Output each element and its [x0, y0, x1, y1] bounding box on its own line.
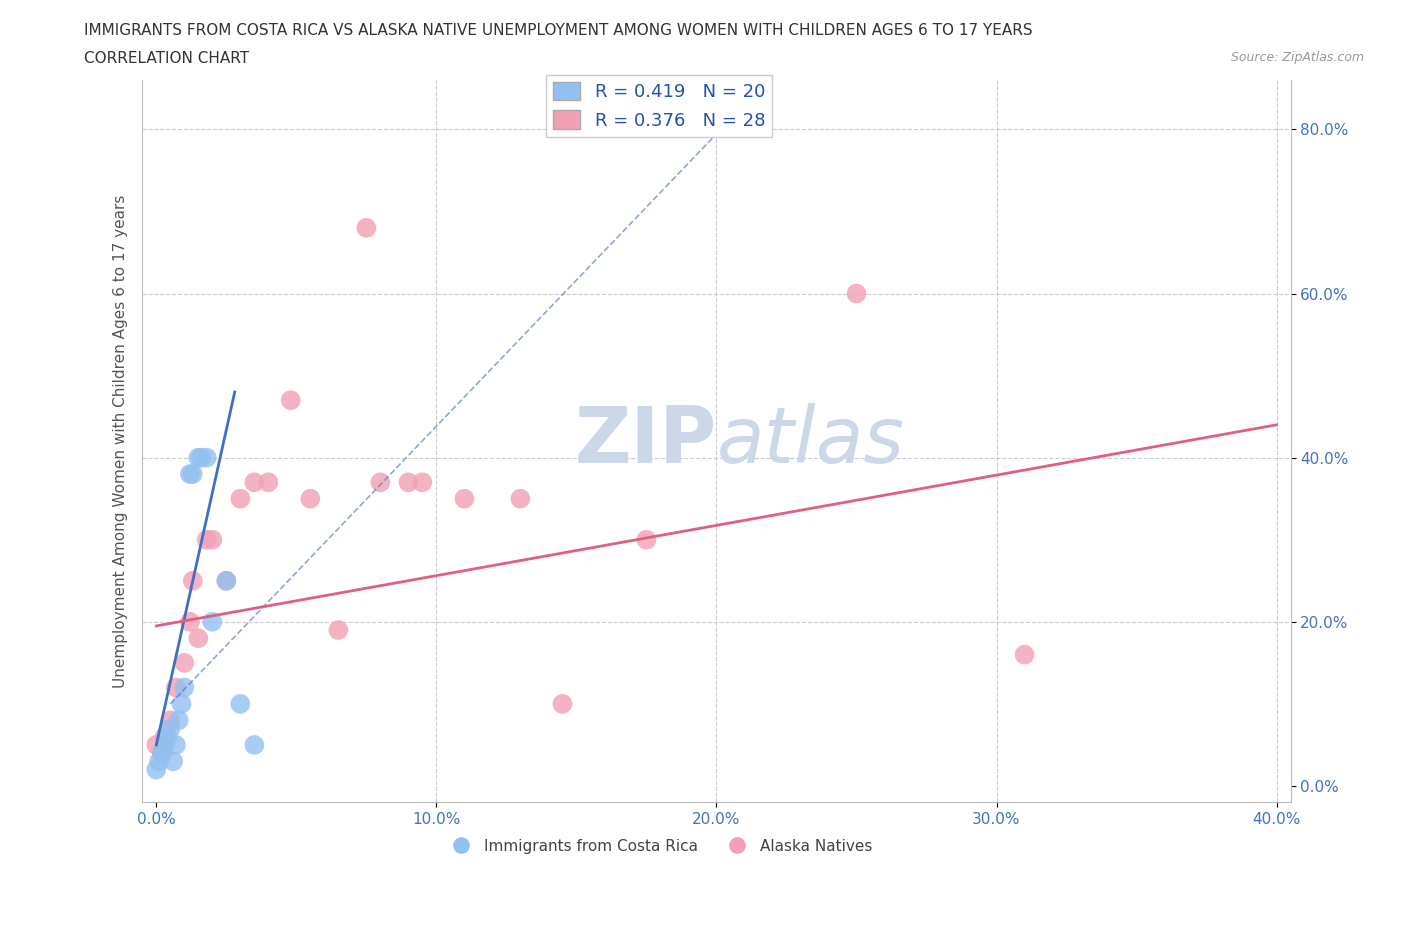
Text: IMMIGRANTS FROM COSTA RICA VS ALASKA NATIVE UNEMPLOYMENT AMONG WOMEN WITH CHILDR: IMMIGRANTS FROM COSTA RICA VS ALASKA NAT…: [84, 23, 1033, 38]
Point: [370, 475, 392, 490]
Point: [153, 737, 176, 752]
Text: Source: ZipAtlas.com: Source: ZipAtlas.com: [1230, 51, 1364, 64]
Point: [145, 737, 167, 752]
Point: [156, 729, 179, 744]
Point: [165, 680, 187, 695]
Point: [170, 697, 193, 711]
Point: [356, 220, 378, 235]
Text: atlas: atlas: [717, 404, 904, 479]
Legend: Immigrants from Costa Rica, Alaska Natives: Immigrants from Costa Rica, Alaska Nativ…: [440, 832, 877, 859]
Point: [201, 532, 224, 547]
Point: [150, 746, 173, 761]
Point: [280, 392, 302, 407]
Text: CORRELATION CHART: CORRELATION CHART: [84, 51, 249, 66]
Point: [145, 762, 167, 777]
Point: [229, 697, 252, 711]
Point: [1014, 647, 1036, 662]
Point: [453, 491, 475, 506]
Point: [190, 450, 212, 465]
Point: [187, 450, 209, 465]
Point: [179, 615, 201, 630]
Point: [179, 467, 201, 482]
Point: [215, 573, 238, 588]
Point: [153, 729, 176, 744]
Point: [187, 631, 209, 645]
Point: [195, 450, 218, 465]
Point: [396, 475, 419, 490]
Point: [328, 622, 350, 637]
Text: ZIP: ZIP: [574, 404, 717, 479]
Point: [162, 754, 184, 769]
Point: [181, 573, 204, 588]
Point: [195, 532, 218, 547]
Point: [243, 475, 266, 490]
Point: [243, 737, 266, 752]
Point: [165, 737, 187, 752]
Point: [636, 532, 658, 547]
Point: [257, 475, 280, 490]
Point: [229, 491, 252, 506]
Point: [845, 286, 868, 301]
Point: [181, 467, 204, 482]
Point: [150, 746, 173, 761]
Point: [411, 475, 433, 490]
Point: [509, 491, 531, 506]
Point: [299, 491, 322, 506]
Point: [148, 754, 170, 769]
Point: [551, 697, 574, 711]
Point: [173, 656, 195, 671]
Point: [215, 573, 238, 588]
Point: [173, 680, 195, 695]
Point: [159, 721, 181, 736]
Y-axis label: Unemployment Among Women with Children Ages 6 to 17 years: Unemployment Among Women with Children A…: [114, 194, 128, 688]
Point: [167, 713, 190, 728]
Point: [201, 615, 224, 630]
Point: [159, 713, 181, 728]
